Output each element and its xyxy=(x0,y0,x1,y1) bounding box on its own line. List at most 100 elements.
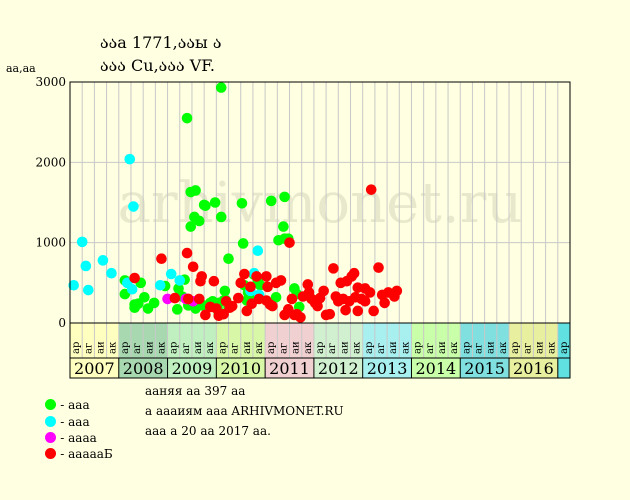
quarter-tick-label: аи xyxy=(144,341,155,354)
quarter-tick-label: аг xyxy=(181,343,192,354)
quarter-tick-label: ар xyxy=(71,342,82,354)
data-point xyxy=(284,237,295,248)
data-point xyxy=(156,253,167,265)
data-point xyxy=(324,308,336,320)
legend-dot-red xyxy=(45,448,57,459)
data-point xyxy=(165,268,177,280)
year-label: 2012 xyxy=(318,359,359,378)
year-label: 2016 xyxy=(513,359,554,378)
chart-title-line1: ააа 1771,ააы ა xyxy=(100,33,222,52)
data-point xyxy=(126,283,138,295)
quarter-tick-label: ак xyxy=(400,341,411,354)
info-line-3: ааа а 20 аа 2017 аа. xyxy=(145,424,271,438)
quarter-tick-label: ар xyxy=(217,342,228,354)
watermark: arhivmonet.ru xyxy=(118,171,523,236)
data-point xyxy=(312,300,323,312)
quarter-tick-label: аи xyxy=(486,341,497,354)
data-point xyxy=(262,281,273,293)
data-point xyxy=(124,153,136,165)
data-point xyxy=(348,267,360,279)
legend-label: - аааааБ xyxy=(60,447,113,461)
data-point xyxy=(215,82,227,93)
quarter-tick-label: аи xyxy=(339,341,350,354)
data-point xyxy=(364,287,376,298)
info-line-1: ааняя аа 397 аа xyxy=(145,384,246,398)
quarter-tick-label: аг xyxy=(376,343,387,354)
y-tick-label: 3000 xyxy=(35,75,66,89)
legend-label: - ааа xyxy=(60,415,90,429)
data-point xyxy=(169,292,181,304)
year-label: 2011 xyxy=(269,359,310,378)
data-point xyxy=(365,184,377,195)
data-point xyxy=(82,284,94,296)
quarter-tick-label: аи xyxy=(291,341,302,354)
data-points xyxy=(68,82,403,323)
data-point xyxy=(173,283,184,294)
data-point xyxy=(252,245,264,256)
data-point xyxy=(270,291,282,303)
quarter-tick-label: аи xyxy=(193,341,204,354)
data-point xyxy=(295,312,306,323)
year-label: 2010 xyxy=(220,359,261,378)
data-point xyxy=(193,215,205,227)
data-point xyxy=(267,300,278,312)
data-point xyxy=(223,253,234,265)
data-point xyxy=(215,211,227,223)
plot-frame xyxy=(69,81,571,379)
data-point xyxy=(379,297,390,309)
data-point xyxy=(209,197,221,208)
data-point xyxy=(68,279,79,291)
quarter-tick-label: ак xyxy=(156,341,167,354)
data-point xyxy=(368,305,379,317)
data-point xyxy=(80,260,92,272)
data-point xyxy=(76,236,88,248)
legend-item: - аааааБ xyxy=(30,433,113,475)
legend-item: - ааа xyxy=(30,401,90,443)
data-point xyxy=(373,262,384,273)
quarter-tick-label: ар xyxy=(510,342,521,354)
data-point xyxy=(237,238,249,249)
data-point xyxy=(245,281,256,293)
quarter-tick-label: ак xyxy=(108,341,119,354)
quarter-tick-label: аг xyxy=(230,343,241,354)
legend-dot-magenta xyxy=(45,432,57,443)
data-point xyxy=(261,271,272,282)
legend-dot-green xyxy=(45,399,57,410)
quarter-tick-label: аг xyxy=(327,343,338,354)
y-tick-label: 1000 xyxy=(35,236,66,250)
legend-dot-cyan xyxy=(45,416,57,427)
year-label-row: 2007 2008 2009 2010 2011 2012 2013 2014 2015 2016 xyxy=(69,358,559,378)
data-point xyxy=(185,221,197,232)
data-point xyxy=(128,201,139,212)
quarter-tick-label: ар xyxy=(266,342,277,354)
quarter-tick-label: ар xyxy=(461,342,472,354)
data-point xyxy=(251,271,262,282)
data-point xyxy=(359,296,371,307)
data-point xyxy=(279,191,290,203)
quarter-tick-label: ар xyxy=(364,342,375,354)
legend-label: - аааа xyxy=(60,431,97,445)
data-point xyxy=(352,305,364,317)
legend-label: - ааа xyxy=(60,398,90,412)
quarter-tick-label: аи xyxy=(437,341,448,354)
quarter-tick-label: аи xyxy=(388,341,399,354)
data-point xyxy=(187,261,199,273)
quarter-tick-label: аг xyxy=(522,343,533,354)
quarter-tick-label: ак xyxy=(449,341,460,354)
quarter-tick-label: ак xyxy=(547,341,558,354)
data-point xyxy=(154,279,166,291)
data-point xyxy=(129,272,140,284)
data-point xyxy=(286,293,298,305)
quarter-tick-label: аи xyxy=(535,341,546,354)
year-label: 2014 xyxy=(415,359,456,378)
quarter-tick-label: ак xyxy=(254,341,265,354)
data-point xyxy=(200,200,211,212)
data-point xyxy=(193,293,205,305)
info-line-2: а аааиям ааа ARHIVMONET.RU xyxy=(145,404,344,418)
year-label: 2008 xyxy=(123,359,164,378)
data-point xyxy=(196,271,208,282)
axes: 0 1000 2000 3000 xyxy=(35,75,571,379)
y-tick-label: 0 xyxy=(58,316,66,330)
quarter-tick-label: аи xyxy=(242,341,253,354)
data-point xyxy=(232,292,244,304)
